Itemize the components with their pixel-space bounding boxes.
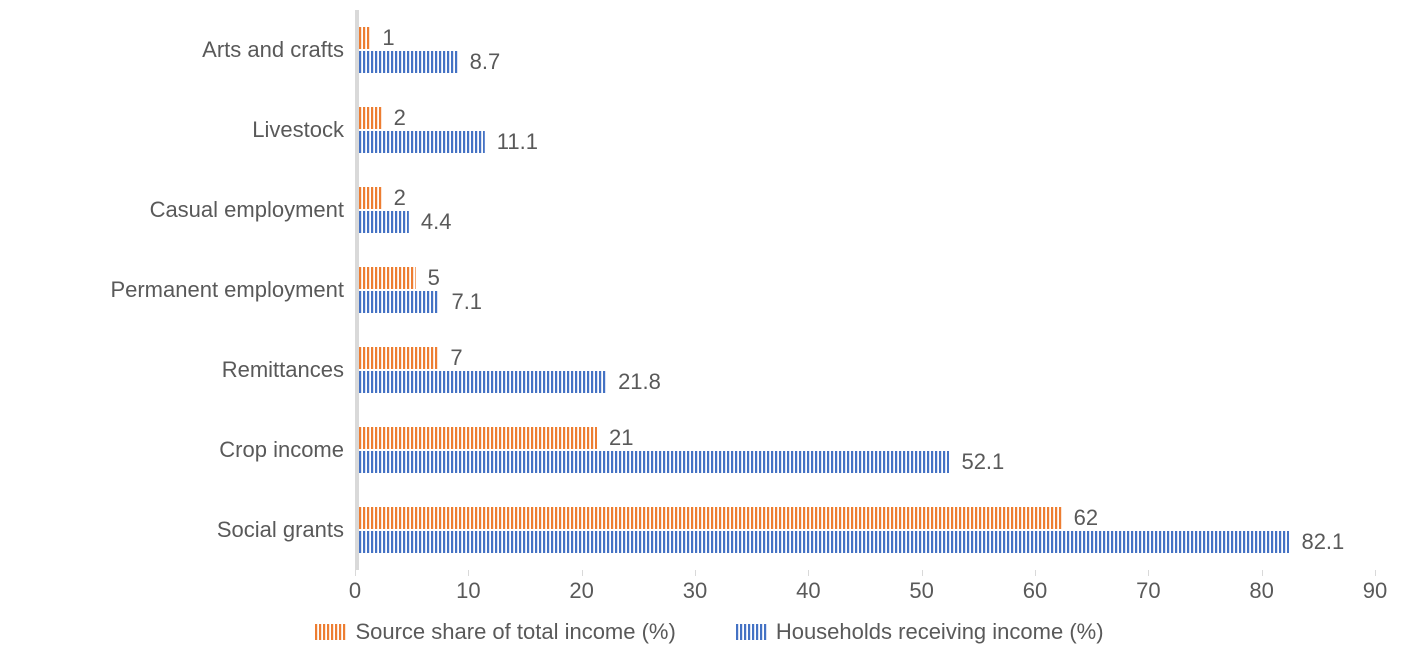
category-label: Arts and crafts xyxy=(202,37,344,63)
bar-households_receiving xyxy=(359,211,409,233)
x-tick-label: 10 xyxy=(456,578,480,604)
x-tick xyxy=(1375,570,1376,576)
bar-value-label: 21.8 xyxy=(618,369,661,395)
x-tick-label: 80 xyxy=(1249,578,1273,604)
bar-value-label: 5 xyxy=(428,265,440,291)
bar-source_share xyxy=(359,347,438,369)
x-tick-label: 0 xyxy=(349,578,361,604)
legend-label-households: Households receiving income (%) xyxy=(776,619,1104,645)
bar-households_receiving xyxy=(359,451,949,473)
y-axis-line xyxy=(355,10,359,570)
bar-households_receiving xyxy=(359,371,606,393)
x-tick-label: 40 xyxy=(796,578,820,604)
bar-source_share xyxy=(359,507,1062,529)
bar-value-label: 62 xyxy=(1074,505,1098,531)
category-label: Social grants xyxy=(217,517,344,543)
bar-value-label: 82.1 xyxy=(1301,529,1344,555)
bar-value-label: 2 xyxy=(394,105,406,131)
x-tick-label: 20 xyxy=(569,578,593,604)
bar-households_receiving xyxy=(359,291,439,313)
x-tick xyxy=(468,570,469,576)
legend-swatch-blue xyxy=(736,624,768,640)
category-label: Livestock xyxy=(252,117,344,143)
bar-value-label: 8.7 xyxy=(470,49,501,75)
x-tick xyxy=(808,570,809,576)
x-tick-label: 30 xyxy=(683,578,707,604)
legend-item-households: Households receiving income (%) xyxy=(736,619,1104,645)
legend-swatch-orange xyxy=(315,624,347,640)
x-tick xyxy=(1035,570,1036,576)
x-tick-label: 90 xyxy=(1363,578,1387,604)
bar-source_share xyxy=(359,427,597,449)
bar-value-label: 1 xyxy=(382,25,394,51)
category-label: Crop income xyxy=(219,437,344,463)
bar-households_receiving xyxy=(359,131,485,153)
category-label: Permanent employment xyxy=(110,277,344,303)
category-label: Remittances xyxy=(222,357,344,383)
x-tick-label: 50 xyxy=(909,578,933,604)
bar-value-label: 21 xyxy=(609,425,633,451)
bar-value-label: 2 xyxy=(394,185,406,211)
bar-value-label: 11.1 xyxy=(497,129,538,155)
bar-households_receiving xyxy=(359,51,458,73)
x-tick xyxy=(1148,570,1149,576)
x-tick xyxy=(1262,570,1263,576)
legend: Source share of total income (%) Househo… xyxy=(0,619,1419,645)
bar-value-label: 52.1 xyxy=(961,449,1004,475)
bar-value-label: 7 xyxy=(450,345,462,371)
x-tick-label: 70 xyxy=(1136,578,1160,604)
x-tick-label: 60 xyxy=(1023,578,1047,604)
bar-households_receiving xyxy=(359,531,1289,553)
legend-label-source-share: Source share of total income (%) xyxy=(355,619,675,645)
bar-value-label: 7.1 xyxy=(451,289,482,315)
bar-source_share xyxy=(359,267,416,289)
x-tick xyxy=(355,570,356,576)
bar-source_share xyxy=(359,107,382,129)
bar-value-label: 4.4 xyxy=(421,209,452,235)
legend-item-source-share: Source share of total income (%) xyxy=(315,619,675,645)
income-sources-chart: 0 10 20 30 40 50 60 70 80 90 Arts and crafts 1 8.7 Li… xyxy=(0,0,1419,653)
x-tick xyxy=(922,570,923,576)
x-tick xyxy=(695,570,696,576)
bar-source_share xyxy=(359,27,370,49)
bar-source_share xyxy=(359,187,382,209)
category-label: Casual employment xyxy=(150,197,344,223)
x-tick xyxy=(582,570,583,576)
